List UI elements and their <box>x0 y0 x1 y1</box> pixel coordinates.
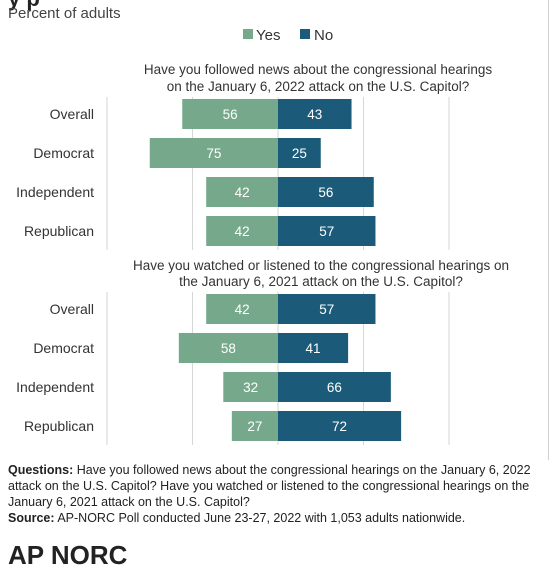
category-label: Independent <box>16 184 94 200</box>
data-label-no: 66 <box>327 380 342 395</box>
frame-border <box>548 0 549 460</box>
data-label-yes: 27 <box>247 419 262 434</box>
data-label-no: 41 <box>306 341 321 356</box>
bar-no <box>278 333 349 363</box>
data-label-yes: 56 <box>223 107 238 122</box>
legend-swatch-no <box>300 29 310 39</box>
panel-title-line: Have you followed news about the congres… <box>144 62 492 77</box>
category-label: Democrat <box>33 340 94 356</box>
chart-title: y p <box>8 0 40 12</box>
data-label-no: 57 <box>319 302 334 317</box>
data-label-no: 25 <box>292 146 307 161</box>
panel-title-line: Have you watched or listened to the cong… <box>133 258 509 273</box>
panel-title-line: on the January 6, 2022 attack on the U.S… <box>167 79 469 94</box>
questions-label: Questions: <box>8 463 74 477</box>
bar-no <box>278 216 376 246</box>
panel-title-line: the January 6, 2021 attack on the U.S. C… <box>179 274 463 289</box>
source-label: Source: <box>8 511 55 525</box>
category-label: Republican <box>24 223 94 239</box>
data-label-no: 56 <box>318 185 333 200</box>
bar-yes <box>223 372 278 402</box>
bar-yes <box>182 99 278 129</box>
data-label-no: 72 <box>332 419 347 434</box>
legend-label-yes: Yes <box>256 27 280 44</box>
bar-no <box>278 411 402 441</box>
ap-norc-logo: AP NORC <box>8 540 128 570</box>
data-label-yes: 32 <box>243 380 258 395</box>
data-label-yes: 42 <box>235 185 250 200</box>
category-label: Independent <box>16 379 94 395</box>
bar-yes <box>206 177 278 207</box>
data-label-yes: 75 <box>206 146 221 161</box>
bar-yes <box>178 333 278 363</box>
bar-no <box>278 99 352 129</box>
bar-no <box>278 177 374 207</box>
bar-yes <box>206 216 278 246</box>
questions-text: Have you followed news about the congres… <box>8 463 531 509</box>
data-label-no: 57 <box>319 224 334 239</box>
chart-subtitle: Percent of adults <box>8 5 121 22</box>
legend-swatch-yes <box>243 29 253 39</box>
diverging-bar-chart: Yes No Have you followed news about the co… <box>16 27 509 445</box>
data-label-yes: 58 <box>221 341 236 356</box>
bar-no <box>278 294 376 324</box>
bar-yes <box>231 411 278 441</box>
data-label-yes: 42 <box>235 302 250 317</box>
bar-no <box>278 138 321 168</box>
category-label: Overall <box>50 301 94 317</box>
category-label: Overall <box>50 106 94 122</box>
bar-no <box>278 372 391 402</box>
data-label-no: 43 <box>307 107 322 122</box>
data-label-yes: 42 <box>235 224 250 239</box>
bar-yes <box>206 294 278 324</box>
category-label: Republican <box>24 418 94 434</box>
legend-label-no: No <box>314 27 333 44</box>
source-text: AP-NORC Poll conducted June 23-27, 2022 … <box>57 511 466 525</box>
bar-yes <box>149 138 278 168</box>
category-label: Democrat <box>33 145 94 161</box>
footnote: Questions: Have you followed news about … <box>8 462 538 526</box>
